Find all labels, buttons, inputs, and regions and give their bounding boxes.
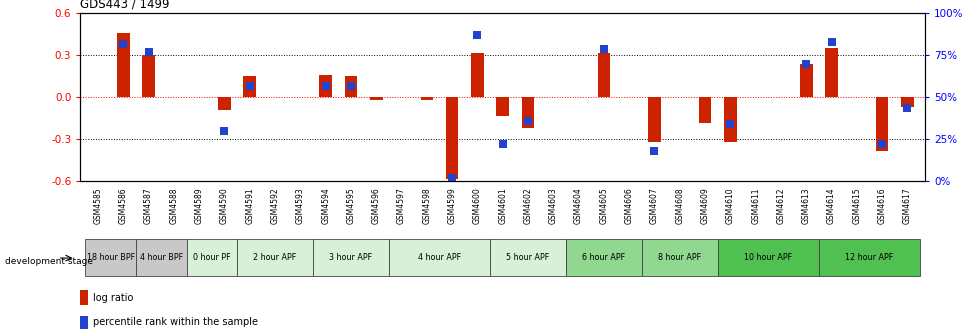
Bar	[136, 239, 187, 277]
Point	[444, 175, 460, 181]
Bar	[187, 239, 237, 277]
Text: 4 hour APF: 4 hour APF	[418, 253, 461, 262]
Bar	[319, 75, 332, 97]
Bar	[647, 97, 660, 142]
Bar	[218, 97, 231, 110]
Bar	[698, 97, 711, 123]
Bar	[900, 97, 912, 107]
Bar	[344, 77, 357, 97]
Bar	[85, 239, 136, 277]
Text: log ratio: log ratio	[93, 293, 133, 303]
Bar	[470, 53, 483, 97]
Text: 4 hour BPF: 4 hour BPF	[140, 253, 183, 262]
Point	[519, 118, 535, 124]
Text: 18 hour BPF: 18 hour BPF	[86, 253, 135, 262]
Bar	[313, 239, 388, 277]
Bar	[370, 97, 382, 100]
Point	[216, 128, 232, 134]
Bar	[80, 316, 88, 329]
Point	[141, 49, 156, 55]
Bar	[490, 239, 565, 277]
Bar	[875, 97, 888, 151]
Point	[722, 122, 737, 127]
Bar	[388, 239, 490, 277]
Bar	[642, 239, 717, 277]
Point	[596, 46, 611, 51]
Bar	[421, 97, 432, 100]
Text: development stage: development stage	[5, 257, 93, 266]
Bar	[244, 77, 256, 97]
Text: 10 hour APF: 10 hour APF	[743, 253, 791, 262]
Text: 2 hour APF: 2 hour APF	[253, 253, 296, 262]
Bar	[824, 48, 837, 97]
Bar	[142, 55, 155, 97]
Point	[469, 33, 485, 38]
Bar	[724, 97, 736, 142]
Point	[798, 61, 814, 67]
Bar	[445, 97, 458, 179]
Point	[115, 41, 131, 46]
Bar	[496, 97, 509, 116]
Bar	[597, 53, 609, 97]
Bar	[565, 239, 642, 277]
Point	[342, 83, 358, 88]
Text: 8 hour APF: 8 hour APF	[657, 253, 700, 262]
Bar	[80, 290, 88, 305]
Text: 12 hour APF: 12 hour APF	[845, 253, 893, 262]
Text: 0 hour PF: 0 hour PF	[193, 253, 231, 262]
Point	[494, 142, 510, 147]
Text: GDS443 / 1499: GDS443 / 1499	[80, 0, 169, 10]
Bar	[717, 239, 818, 277]
Bar	[818, 239, 919, 277]
Point	[822, 39, 838, 45]
Point	[242, 83, 257, 88]
Point	[899, 105, 914, 110]
Text: percentile rank within the sample: percentile rank within the sample	[93, 317, 258, 327]
Bar	[237, 239, 313, 277]
Point	[873, 142, 889, 147]
Text: 3 hour APF: 3 hour APF	[329, 253, 372, 262]
Point	[646, 149, 662, 154]
Bar	[521, 97, 534, 128]
Point	[318, 83, 333, 88]
Bar	[799, 64, 812, 97]
Text: 6 hour APF: 6 hour APF	[582, 253, 625, 262]
Bar	[116, 33, 129, 97]
Text: 5 hour APF: 5 hour APF	[506, 253, 549, 262]
